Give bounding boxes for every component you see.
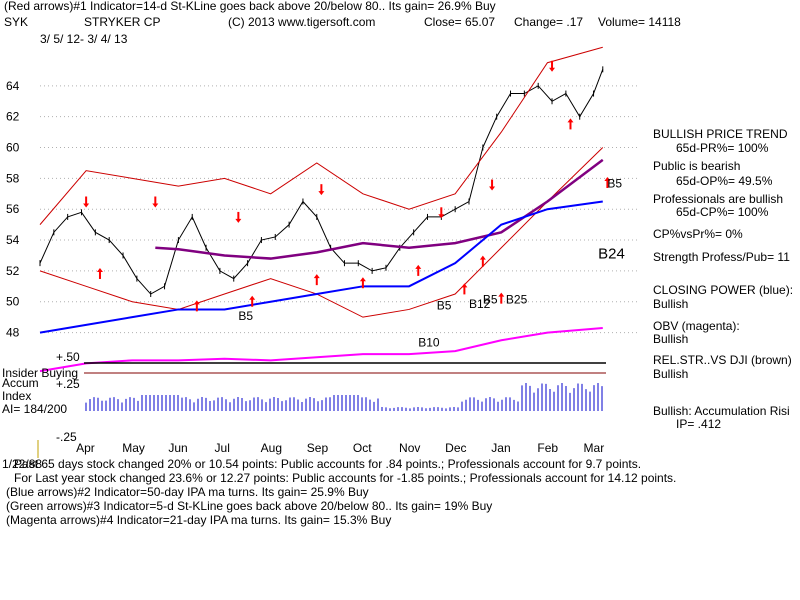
change-value: Change= .17 [514, 15, 584, 29]
month-label: Dec [445, 441, 466, 455]
month-label: Sep [307, 441, 329, 455]
red-arrow-down-head [489, 186, 496, 191]
series-closing-power [39, 200, 603, 334]
pr-value: 65d-PR%= 100% [676, 141, 769, 155]
red-arrow-up-head [313, 274, 320, 279]
red-arrow-down-head [83, 203, 90, 208]
footer-line-3: (Blue arrows)#2 Indicator=50-day IPA ma … [6, 485, 369, 499]
red-arrow-down-head [438, 214, 445, 219]
closing-power-label: CLOSING POWER (blue): [653, 283, 794, 297]
annotation-label: B10 [418, 335, 440, 349]
red-arrow-up-head [249, 295, 256, 300]
accum-label: Accum [2, 376, 39, 390]
y-tick-label: 50 [6, 295, 20, 309]
footer-line-1: Past 65 days stock changed 20% or 10.54 … [14, 457, 642, 471]
annotation-label: B5 [238, 309, 253, 323]
y-tick-label: 52 [6, 264, 20, 278]
red-arrow-up-head [479, 255, 486, 260]
annotation-label: B25 [506, 292, 528, 306]
trend-title: BULLISH PRICE TREND [653, 127, 788, 141]
red-arrow-up-head [193, 300, 200, 305]
month-label: Oct [353, 441, 372, 455]
footer-line-2: For Last year stock changed 23.6% or 12.… [14, 471, 677, 485]
series-price [39, 69, 604, 295]
red-arrow-down-head [235, 218, 242, 223]
month-label: May [122, 441, 145, 455]
y-tick-label: 62 [6, 110, 20, 124]
month-label: Aug [261, 441, 282, 455]
red-arrow-down-head [152, 203, 159, 208]
obv-value: Bullish [653, 332, 689, 346]
y-tick-label: 54 [6, 233, 20, 247]
plus-50-label: +.50 [56, 350, 80, 364]
annotation-label: B12 [469, 297, 491, 311]
strength-ratio: Strength Profess/Pub= 11 [653, 250, 790, 264]
series-upper-band [39, 46, 603, 225]
relstr-label: REL.STR..VS DJI (brown) [653, 353, 792, 367]
y-tick-label: 58 [6, 171, 20, 185]
month-label: Mar [584, 441, 605, 455]
month-label: Feb [537, 441, 558, 455]
copyright: (C) 2013 www.tigersoft.com [228, 15, 376, 29]
ai-label: AI= 184/200 [2, 402, 68, 416]
month-label: Jul [215, 441, 230, 455]
month-label: Nov [399, 441, 420, 455]
y-tick-label: 64 [6, 79, 20, 93]
month-label: Apr [76, 441, 95, 455]
annotation-label: B5 [437, 298, 452, 312]
index-label: Index [2, 389, 32, 403]
obv-label: OBV (magenta): [653, 319, 740, 333]
y-tick-label: 60 [6, 141, 20, 155]
footer-date: 1/22/88 [2, 457, 43, 471]
ticker-symbol: SYK [4, 15, 29, 29]
volume-value: Volume= 14118 [598, 15, 681, 29]
company-name: STRYKER CP [84, 15, 161, 29]
annotation-label: B5 [483, 292, 498, 306]
close-value: Close= 65.07 [424, 15, 496, 29]
date-range: 3/ 5/ 12- 3/ 4/ 13 [40, 32, 128, 46]
red-arrow-up-head [567, 118, 574, 123]
header-indicator-line: (Red arrows)#1 Indicator=14-d St-KLine g… [4, 0, 496, 13]
closing-power-value: Bullish [653, 297, 689, 311]
red-arrow-up-head [96, 267, 103, 272]
y-tick-label: 48 [6, 326, 20, 340]
y-tick-label: 56 [6, 202, 20, 216]
insider-buying-label: Insider Buying [2, 366, 79, 380]
annotation-label: B24 [598, 246, 625, 263]
series-moving-average [155, 158, 604, 260]
red-arrow-up-head [359, 277, 366, 282]
ip-value: IP= .412 [676, 417, 722, 431]
cp-value: 65d-CP%= 100% [676, 205, 769, 219]
annotation-label: B5 [607, 177, 622, 191]
red-arrow-down-head [318, 191, 325, 196]
cp-vs-pr: CP%vsPr%= 0% [653, 227, 743, 241]
red-arrow-down-head [549, 67, 556, 72]
month-label: Jan [491, 441, 510, 455]
month-label: Jun [168, 441, 187, 455]
footer-line-4: (Green arrows)#3 Indicator=5-d St-KLine … [6, 499, 493, 513]
red-arrow-up-head [461, 283, 468, 288]
minus-25-label: -.25 [56, 430, 77, 444]
public-title: Public is bearish [653, 159, 741, 173]
red-arrow-up-head [498, 292, 505, 297]
relstr-value: Bullish [653, 367, 689, 381]
accum-status: Bullish: Accumulation Risi [653, 404, 790, 418]
plus-25-label: +.25 [56, 377, 80, 391]
series-obv [39, 326, 603, 373]
red-arrow-up-head [604, 176, 611, 181]
footer-line-5: (Magenta arrows)#4 Indicator=21-day IPA … [6, 513, 392, 527]
red-arrow-up-head [415, 264, 422, 269]
pros-title: Professionals are bullish [653, 192, 784, 206]
op-value: 65d-OP%= 49.5% [676, 174, 773, 188]
